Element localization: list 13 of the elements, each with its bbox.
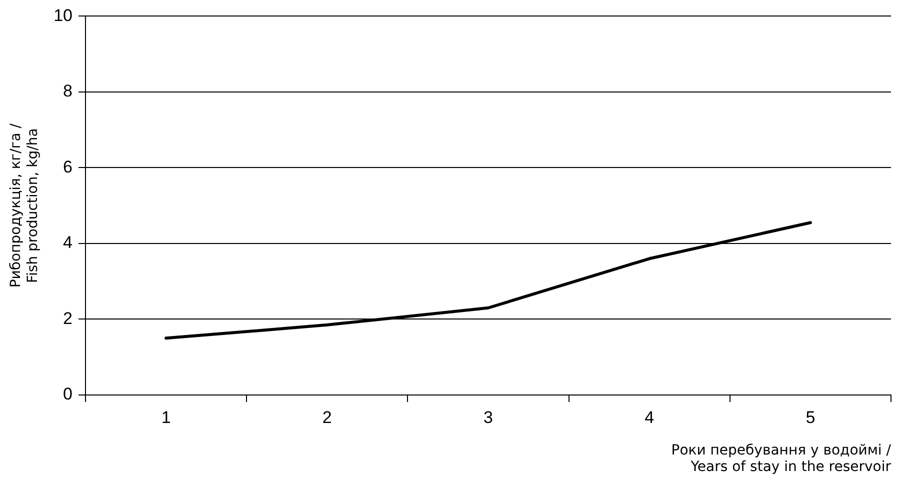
- x-tick-label: 2: [322, 408, 332, 427]
- x-tick-label: 1: [161, 408, 171, 427]
- x-tick-label: 4: [644, 408, 654, 427]
- y-tick-label: 4: [63, 233, 73, 252]
- y-tick-label: 6: [63, 157, 73, 176]
- y-axis-title: Рибопродукція, кг/га / Fish production, kg/ha: [8, 123, 41, 288]
- y-tick-label: 10: [54, 6, 73, 25]
- x-tick-label: 3: [484, 408, 493, 427]
- y-tick-label: 2: [63, 308, 73, 328]
- y-tick-label: 8: [63, 82, 73, 101]
- x-tick-label: 5: [806, 408, 816, 427]
- y-tick-label: 0: [63, 384, 73, 404]
- x-axis-title: Роки перебування у водоймі / Years of stay in the reservoir: [671, 442, 892, 476]
